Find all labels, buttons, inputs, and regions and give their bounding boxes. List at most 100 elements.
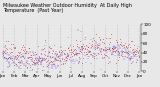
Point — [82, 43, 84, 44]
Point — [123, 46, 126, 48]
Point — [25, 50, 28, 51]
Point — [115, 63, 118, 64]
Point — [23, 50, 26, 52]
Point — [20, 48, 22, 50]
Point — [13, 64, 16, 65]
Point — [19, 62, 21, 63]
Point — [43, 53, 46, 54]
Point — [40, 59, 43, 61]
Point — [124, 46, 127, 47]
Point — [103, 56, 105, 58]
Point — [128, 44, 130, 45]
Point — [78, 50, 81, 51]
Point — [26, 68, 29, 69]
Point — [14, 55, 16, 56]
Point — [44, 54, 46, 56]
Point — [66, 55, 68, 56]
Point — [3, 52, 6, 54]
Point — [48, 56, 51, 57]
Point — [5, 40, 7, 42]
Point — [136, 53, 139, 54]
Point — [125, 46, 128, 47]
Point — [59, 50, 62, 51]
Point — [122, 51, 125, 52]
Point — [29, 57, 32, 58]
Point — [65, 53, 68, 54]
Point — [21, 55, 24, 56]
Point — [105, 38, 108, 39]
Point — [132, 51, 135, 52]
Point — [91, 46, 94, 47]
Point — [68, 44, 71, 45]
Point — [36, 60, 39, 61]
Point — [138, 56, 141, 58]
Point — [16, 54, 18, 56]
Point — [122, 50, 124, 51]
Point — [121, 46, 123, 47]
Point — [64, 53, 67, 55]
Point — [25, 52, 27, 54]
Point — [80, 51, 82, 52]
Point — [72, 45, 74, 46]
Point — [3, 57, 5, 58]
Point — [16, 51, 19, 53]
Point — [62, 53, 65, 55]
Point — [134, 51, 137, 53]
Point — [131, 41, 133, 42]
Point — [65, 57, 67, 58]
Point — [54, 58, 56, 59]
Point — [135, 49, 137, 51]
Point — [100, 41, 103, 42]
Point — [120, 55, 123, 56]
Point — [19, 64, 22, 65]
Point — [75, 49, 77, 51]
Point — [53, 63, 55, 64]
Point — [110, 47, 113, 48]
Point — [114, 47, 117, 48]
Point — [94, 46, 97, 47]
Point — [93, 44, 96, 45]
Point — [30, 54, 32, 56]
Point — [114, 52, 116, 53]
Point — [128, 54, 130, 55]
Point — [58, 50, 60, 51]
Point — [40, 52, 42, 54]
Point — [57, 56, 59, 57]
Point — [135, 61, 138, 62]
Point — [28, 47, 31, 48]
Point — [50, 47, 52, 48]
Point — [45, 62, 48, 63]
Point — [130, 62, 133, 63]
Point — [68, 59, 70, 60]
Point — [23, 57, 25, 59]
Point — [56, 55, 59, 56]
Point — [108, 49, 110, 50]
Point — [107, 62, 109, 64]
Point — [12, 61, 14, 63]
Point — [46, 55, 48, 56]
Point — [69, 49, 72, 50]
Point — [55, 55, 58, 56]
Point — [63, 50, 66, 51]
Point — [51, 61, 53, 63]
Point — [6, 48, 8, 49]
Point — [1, 54, 4, 56]
Point — [92, 55, 95, 56]
Point — [110, 33, 112, 34]
Point — [115, 39, 117, 41]
Point — [43, 58, 45, 59]
Point — [90, 53, 92, 55]
Point — [60, 63, 62, 65]
Point — [31, 64, 34, 65]
Point — [133, 50, 136, 51]
Point — [129, 59, 131, 60]
Point — [26, 63, 28, 64]
Point — [88, 50, 91, 51]
Point — [10, 48, 13, 50]
Point — [132, 48, 135, 50]
Point — [80, 62, 83, 64]
Point — [25, 66, 28, 67]
Point — [36, 62, 39, 64]
Point — [126, 48, 128, 49]
Point — [124, 42, 126, 44]
